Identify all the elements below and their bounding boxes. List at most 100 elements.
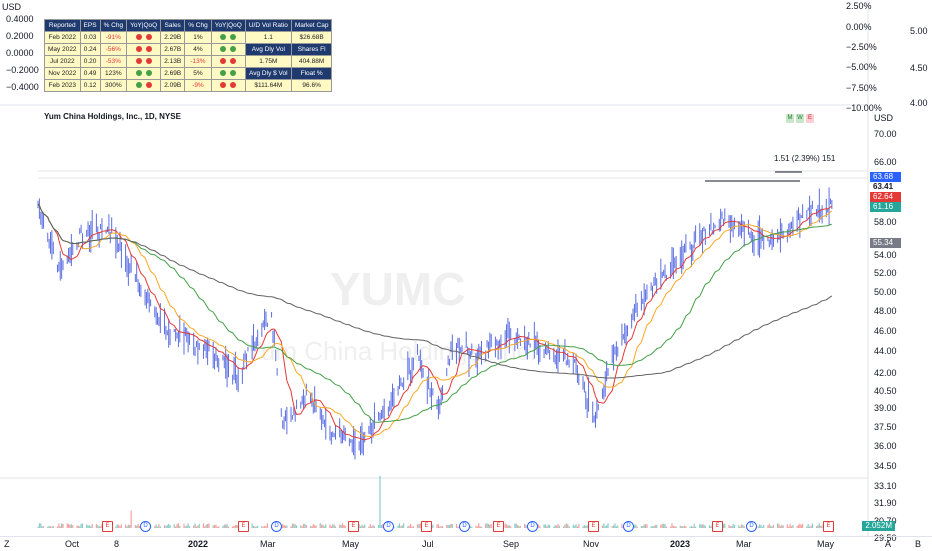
x-tick: May <box>342 539 360 549</box>
volume-bar <box>555 525 558 528</box>
fin-sales: 2.67B <box>160 43 186 56</box>
volume-bar <box>771 526 773 528</box>
dividend-event[interactable]: D <box>383 521 394 532</box>
volume-bar <box>371 526 373 528</box>
volume-bar <box>321 524 323 528</box>
volume-bar <box>330 526 332 528</box>
corner-a[interactable]: A <box>885 539 892 549</box>
price-tick: 50.00 <box>874 287 897 297</box>
volume-bar <box>302 523 305 528</box>
earnings-event[interactable]: E <box>421 521 432 532</box>
volume-bar <box>690 526 693 528</box>
volume-bar <box>439 526 441 528</box>
volume-bar <box>582 526 584 528</box>
volume-bar <box>364 524 366 528</box>
weekly-button[interactable]: W <box>796 114 804 123</box>
volume-bar <box>742 524 744 528</box>
volume-bar <box>451 523 453 528</box>
volume-bar <box>508 525 510 528</box>
volume-bar <box>126 526 128 528</box>
dividend-event[interactable]: D <box>271 521 282 532</box>
volume-bar <box>295 525 298 528</box>
volume-bar <box>165 526 167 528</box>
earnings-event[interactable]: E <box>102 521 113 532</box>
volume-bar <box>611 526 613 528</box>
volume-bar <box>653 526 655 528</box>
price-tick: 58.00 <box>874 217 897 227</box>
fin-eps: 0.12 <box>79 79 101 92</box>
volume-bar <box>675 526 677 528</box>
fin-eps: 0.03 <box>79 31 101 44</box>
volume-bar <box>788 526 790 528</box>
dividend-event[interactable]: D <box>746 521 757 532</box>
volume-bar <box>743 526 745 528</box>
volume-bar <box>154 525 156 528</box>
volume-bar <box>457 526 459 528</box>
earnings-event[interactable]: E <box>493 521 504 532</box>
volume-bar <box>179 525 181 528</box>
fin-header: Reported <box>44 19 81 32</box>
volume-bar <box>807 524 809 528</box>
status-dot <box>135 58 142 65</box>
volume-bar <box>282 524 284 528</box>
volume-bar <box>489 524 491 528</box>
volume-bar <box>549 524 551 528</box>
fin-header: EPS <box>79 19 101 32</box>
volume-bar <box>651 526 654 528</box>
volume-bar <box>790 526 793 528</box>
eps-tick: −0.4000 <box>6 82 39 92</box>
volume-bar <box>733 525 736 528</box>
volume-bar <box>607 523 609 528</box>
earnings-event[interactable]: E <box>348 521 359 532</box>
earnings-event[interactable]: E <box>238 521 249 532</box>
dividend-event[interactable]: D <box>140 521 151 532</box>
volume-bar <box>820 525 822 528</box>
volume-bar <box>663 523 665 528</box>
volume-bar <box>168 523 170 528</box>
volume-bar <box>40 523 42 528</box>
volume-bar <box>309 526 312 528</box>
earnings-event[interactable]: E <box>588 521 599 532</box>
volume-bar <box>290 526 292 528</box>
dividend-event[interactable]: D <box>459 521 470 532</box>
corner-b[interactable]: B <box>915 539 922 549</box>
volume-bar <box>208 523 210 528</box>
corner-z[interactable]: Z <box>4 539 10 549</box>
growth-tick: −2.50% <box>846 42 877 52</box>
volume-bar <box>58 523 60 528</box>
earnings-button[interactable]: E <box>806 114 814 123</box>
volume-bar <box>116 524 118 528</box>
dividend-event[interactable]: D <box>623 521 634 532</box>
earnings-event[interactable]: E <box>712 521 723 532</box>
volume-bar <box>59 526 61 528</box>
volume-bar <box>644 524 647 528</box>
volume-bar <box>514 523 516 528</box>
volume-bar <box>603 523 605 528</box>
volume-bar <box>437 524 440 528</box>
volume-bar <box>564 524 566 528</box>
volume-bar <box>173 524 175 528</box>
volume-bar <box>368 526 370 528</box>
dividend-event[interactable]: D <box>527 521 538 532</box>
volume-bar <box>703 524 705 528</box>
volume-bar <box>72 525 74 528</box>
growth-tick: −5.00% <box>846 62 877 72</box>
monthly-button[interactable]: M <box>786 114 794 123</box>
volume-bar <box>138 525 141 528</box>
volume-bar <box>572 524 574 528</box>
volume-bar <box>88 525 91 528</box>
volume-bar <box>314 525 316 528</box>
earnings-event[interactable]: E <box>823 521 834 532</box>
volume-bar <box>685 526 687 528</box>
volume-bar <box>440 526 442 528</box>
fin-sales-dots <box>210 43 246 56</box>
volume-bar <box>284 525 287 528</box>
volume-bar <box>554 524 556 528</box>
status-dot <box>135 82 142 89</box>
volume-bar <box>636 526 638 528</box>
x-tick: Sep <box>503 539 520 549</box>
volume-bar <box>115 526 117 528</box>
volume-bar <box>411 526 413 528</box>
volume-bar <box>378 524 380 528</box>
